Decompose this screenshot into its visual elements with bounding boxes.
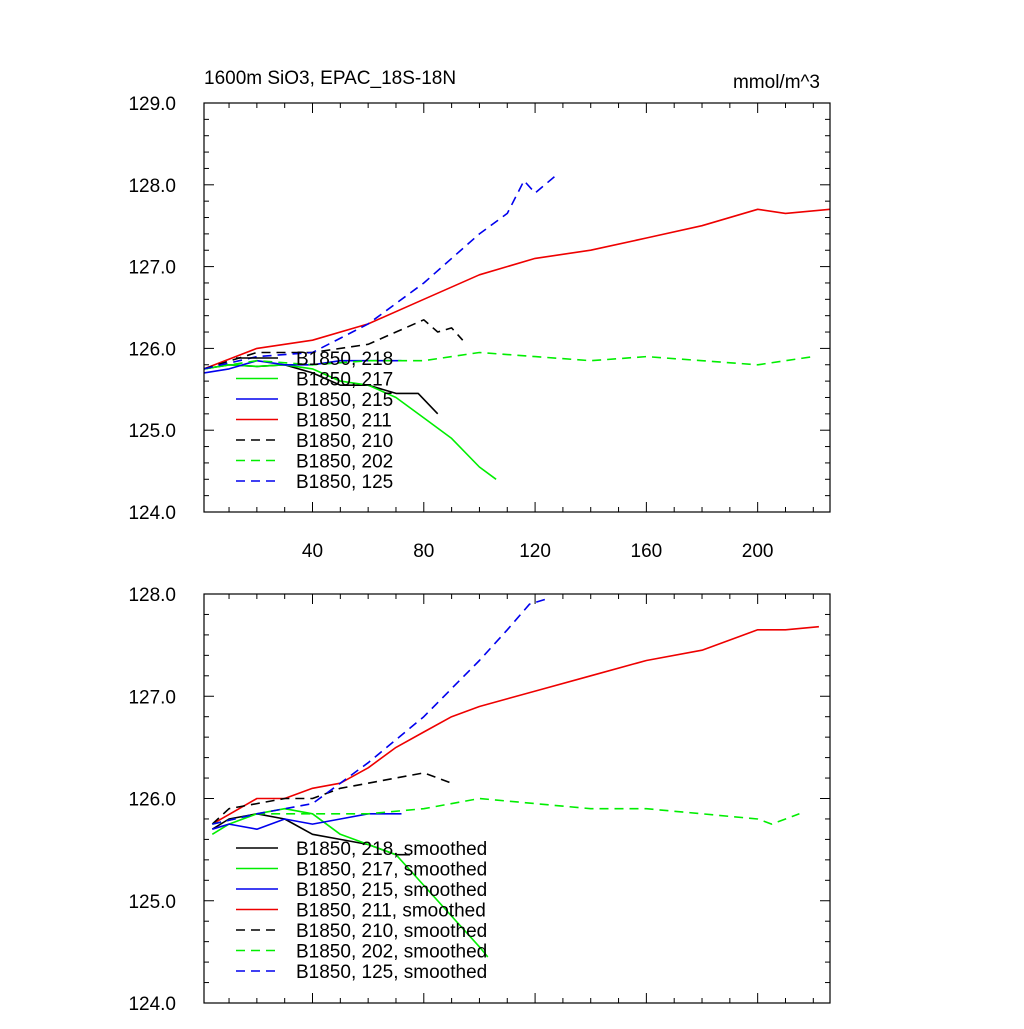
legend-entry: B1850, 211, smoothed — [296, 901, 486, 922]
legend-entry: B1850, 210, smoothed — [296, 921, 487, 942]
y-tick-label: 129.0 — [128, 94, 176, 115]
x-tick-label: 200 — [742, 541, 774, 562]
y-tick-label: 126.0 — [128, 790, 176, 811]
y-tick-label: 127.0 — [128, 258, 176, 279]
plot-frame — [203, 102, 831, 513]
y-tick-label: 128.0 — [128, 585, 176, 606]
series-line-5 — [211, 772, 452, 825]
x-tick-label: 120 — [519, 541, 551, 562]
legend-entry: B1850, 125, smoothed — [296, 962, 487, 983]
series-line-7 — [212, 598, 547, 825]
legend-entry: B1850, 217 — [296, 370, 393, 391]
series-line-7 — [204, 175, 556, 370]
chart-title: 1600m SiO3, EPAC_18S-18N — [204, 68, 456, 89]
series-line-6 — [204, 351, 814, 370]
y-tick-label: 124.0 — [128, 503, 176, 524]
y-tick-label: 125.0 — [128, 421, 176, 442]
y-tick-label: 126.0 — [128, 339, 176, 360]
series-line-4 — [204, 208, 830, 370]
y-tick-label: 124.0 — [128, 994, 176, 1015]
series-line-4 — [211, 625, 819, 825]
units-label: mmol/m^3 — [733, 72, 820, 93]
y-tick-label: 127.0 — [128, 687, 176, 708]
legend-entry: B1850, 202, smoothed — [296, 942, 487, 963]
legend-entry: B1850, 215, smoothed — [296, 880, 487, 901]
series-line-2 — [204, 364, 497, 480]
legend-entry: B1850, 218, smoothed — [296, 839, 487, 860]
series-line-6 — [212, 797, 800, 825]
legend-entry: B1850, 215 — [296, 390, 393, 411]
x-tick-label: 40 — [302, 541, 323, 562]
legend-entry: B1850, 202 — [296, 452, 393, 473]
legend-entry: B1850, 218 — [296, 349, 393, 370]
legend-entry: B1850, 211 — [296, 411, 392, 432]
x-tick-label: 160 — [631, 541, 663, 562]
series-line-3 — [212, 813, 402, 830]
panel-smoothed: 124.0 125.0 126.0 127.0 128.0 B1850, 218, smo… — [128, 585, 831, 1015]
series-line-2 — [211, 807, 489, 958]
legend-entry: B1850, 125 — [296, 472, 393, 493]
y-tick-label: 125.0 — [128, 892, 176, 913]
x-tick-label: 80 — [413, 541, 434, 562]
panel-raw: 124.0 125.0 126.0 127.0 128.0 129.0 40 80 120 160… — [128, 94, 831, 562]
series-line-3 — [204, 359, 402, 374]
legend-entry: B1850, 217, smoothed — [296, 860, 487, 881]
legend-entry: B1850, 210 — [296, 431, 393, 452]
series-line-5 — [204, 319, 464, 370]
y-tick-label: 128.0 — [128, 176, 176, 197]
